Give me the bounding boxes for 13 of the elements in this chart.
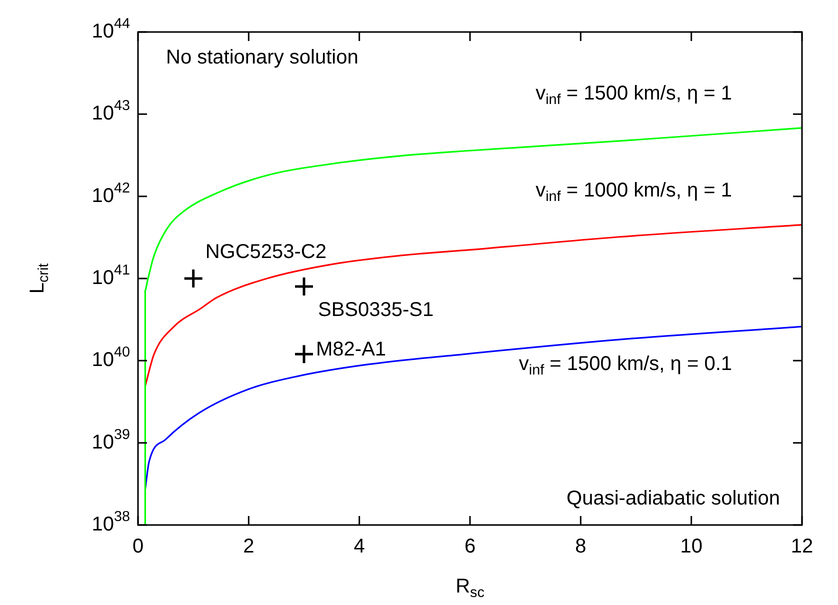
x-tick-label: 10 [680, 536, 702, 558]
series-label: NGC5253-C2 [205, 241, 327, 264]
x-tick-label: 0 [132, 536, 144, 558]
annotation: No stationary solution [166, 46, 358, 69]
x-tick-label: 8 [575, 536, 586, 558]
x-tick-label: 12 [790, 536, 814, 558]
x-tick-label: 6 [464, 536, 476, 558]
series-label: M82-A1 [316, 338, 386, 361]
x-tick-label: 2 [243, 536, 254, 558]
x-tick-label: 4 [354, 536, 365, 558]
y-axis-title: Lcrit [26, 263, 52, 294]
series-label: SBS0335-S1 [318, 298, 434, 321]
annotation: Quasi-adiabatic solution [566, 488, 780, 510]
